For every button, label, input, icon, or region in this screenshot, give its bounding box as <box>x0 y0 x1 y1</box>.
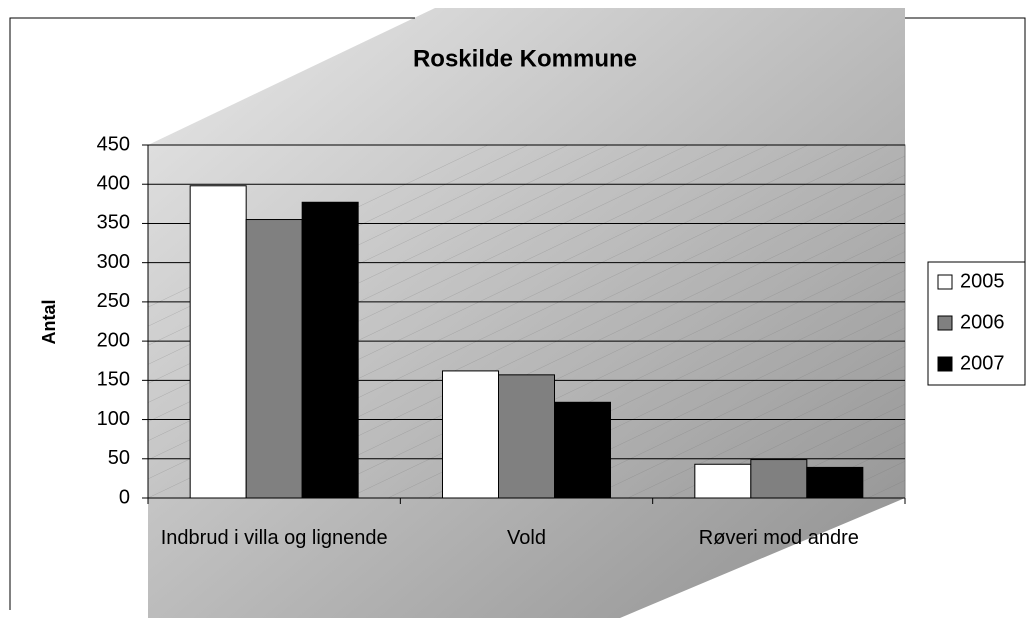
bar <box>301 201 359 499</box>
chart-title: Roskilde Kommune <box>413 45 637 72</box>
bar <box>806 466 864 499</box>
hatch <box>667 384 905 498</box>
bar <box>750 459 808 499</box>
bar <box>498 374 555 499</box>
bar <box>245 219 303 499</box>
hatch <box>267 193 905 498</box>
y-tick-label: 400 <box>97 173 130 195</box>
hatch <box>587 346 905 498</box>
hatch <box>148 145 769 442</box>
y-tick-label: 350 <box>97 212 130 234</box>
y-axis-label: Antal <box>39 300 59 345</box>
legend-label: 2005 <box>960 270 1005 292</box>
y-tick-label: 250 <box>97 290 130 312</box>
bar <box>189 185 247 499</box>
legend-label: 2006 <box>960 311 1005 333</box>
legend-swatch <box>937 315 953 331</box>
chart-border <box>905 17 1026 262</box>
y-tick-label: 450 <box>97 133 130 155</box>
legend-swatch <box>937 356 953 372</box>
y-tick-label: 300 <box>97 251 130 273</box>
hatch <box>148 145 529 327</box>
x-tick-label: Vold <box>507 527 546 549</box>
y-tick-label: 150 <box>97 369 130 391</box>
y-tick-label: 100 <box>97 408 130 430</box>
hatch <box>707 403 905 498</box>
x-tick-label: Røveri mod andre <box>698 527 859 549</box>
hatch <box>547 327 905 498</box>
hatch <box>627 365 905 498</box>
legend-label: 2007 <box>960 352 1005 374</box>
bar <box>694 463 752 499</box>
bar <box>554 401 611 499</box>
hatch <box>148 145 489 308</box>
y-tick-label: 0 <box>119 486 130 508</box>
y-tick-label: 200 <box>97 329 130 351</box>
hatch <box>747 422 905 498</box>
hatch <box>507 308 905 498</box>
bar <box>442 370 499 499</box>
hatch <box>307 212 905 498</box>
legend-swatch <box>937 274 953 290</box>
y-tick-label: 50 <box>108 447 130 469</box>
chart-border <box>9 17 415 610</box>
x-tick-label: Indbrud i villa og lignende <box>160 527 388 549</box>
